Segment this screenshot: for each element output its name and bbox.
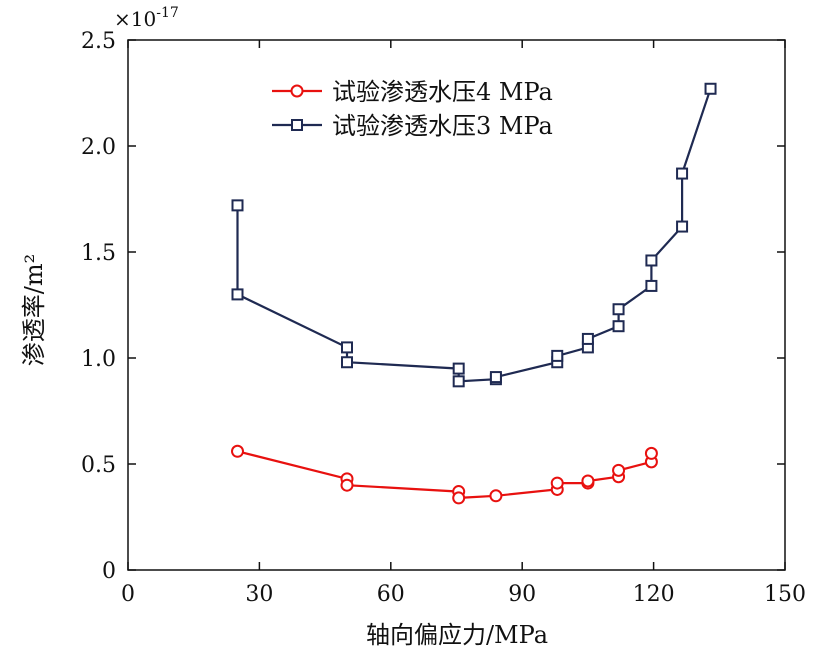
y-tick-label: 1.0: [81, 347, 116, 372]
data-point: [645, 254, 658, 267]
y-multiplier-exponent: -17: [156, 5, 179, 21]
x-tick-label: 0: [121, 582, 135, 607]
y-tick-label: 2.0: [81, 135, 116, 160]
data-point: [551, 349, 564, 362]
data-point: [612, 320, 625, 333]
plot-frame: [127, 39, 786, 571]
series-1: [231, 444, 658, 505]
plot-area: [127, 39, 786, 571]
x-tick-label: 120: [633, 582, 675, 607]
x-tick-label: 60: [377, 582, 405, 607]
y-axis: 0 0.5 1.0 1.5 2.0 2.5: [81, 29, 785, 584]
y-tick-label: 0: [102, 559, 116, 584]
data-point: [452, 375, 465, 388]
y-tick-label: 2.5: [81, 29, 116, 54]
data-point: [581, 474, 595, 488]
data-point: [452, 362, 465, 375]
data-point: [612, 463, 626, 477]
data-point: [645, 279, 658, 292]
data-point: [231, 199, 244, 212]
y-axis-title: 渗透率/m²: [20, 254, 48, 366]
legend-marker: [290, 84, 304, 98]
x-axis: 0 30 60 90 120 150: [121, 40, 806, 607]
legend-item: 试验渗透水压4 MPa: [272, 78, 553, 106]
data-point: [341, 356, 353, 369]
data-point: [452, 491, 466, 505]
data-point: [676, 220, 689, 233]
data-point: [704, 82, 717, 95]
x-tick-label: 90: [508, 582, 536, 607]
y-tick-label: 1.5: [81, 241, 116, 266]
data-point: [231, 288, 244, 301]
series-2: [231, 82, 717, 388]
data-point: [231, 444, 244, 458]
legend: 试验渗透水压4 MPa 试验渗透水压3 MPa: [272, 78, 553, 140]
legend-label: 试验渗透水压4 MPa: [332, 78, 553, 106]
legend-item: 试验渗透水压3 MPa: [272, 112, 553, 140]
series-layer: [231, 82, 717, 505]
x-tick-label: 150: [764, 582, 806, 607]
y-multiplier: ×10-17: [114, 5, 179, 31]
series-line: [237, 450, 653, 500]
legend-marker: [291, 119, 303, 131]
data-point: [341, 341, 353, 354]
data-point: [340, 478, 354, 492]
data-point: [489, 371, 502, 384]
legend-label: 试验渗透水压3 MPa: [332, 112, 553, 140]
data-point: [676, 167, 689, 180]
data-point: [550, 476, 564, 490]
y-tick-label: 0.5: [81, 453, 116, 478]
data-point: [612, 303, 625, 316]
data-point: [644, 446, 658, 460]
x-tick-label: 30: [245, 582, 273, 607]
x-axis-title: 轴向偏应力/MPa: [366, 621, 548, 649]
y-multiplier-base: ×10: [114, 7, 156, 31]
data-point: [489, 489, 503, 503]
data-point: [581, 332, 594, 345]
